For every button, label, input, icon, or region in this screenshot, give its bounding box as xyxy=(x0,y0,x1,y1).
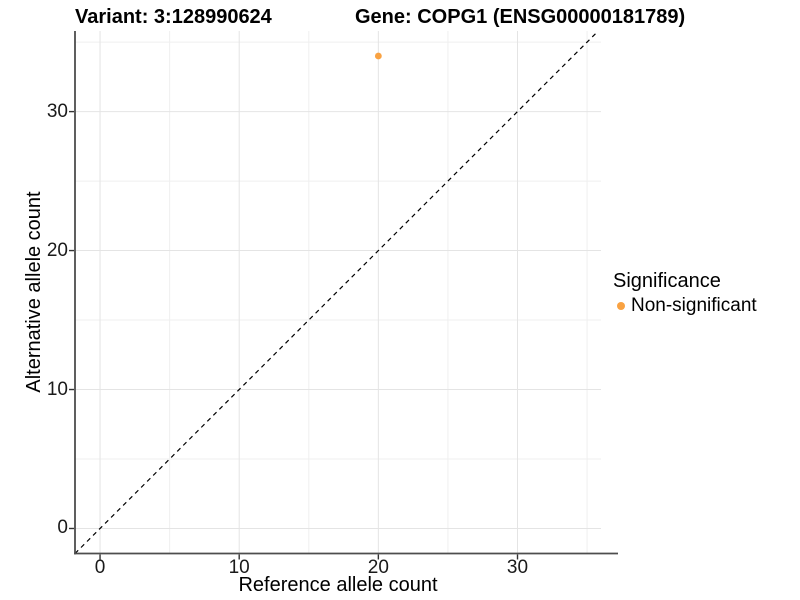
y-tick-label: 10 xyxy=(46,378,68,400)
x-tick-label: 30 xyxy=(506,557,529,578)
variant-title: Variant: 3:128990624 xyxy=(75,6,272,28)
y-axis-title: Alternative allele count xyxy=(23,191,45,393)
y-tick-label: 30 xyxy=(46,100,68,122)
x-tick-label: 20 xyxy=(367,557,389,578)
legend-title: Significance xyxy=(613,270,721,292)
x-tick-label: 0 xyxy=(94,557,106,578)
legend-point-icon xyxy=(617,302,625,310)
y-tick-label: 0 xyxy=(57,517,68,539)
data-point xyxy=(374,52,382,60)
y-tick-label: 20 xyxy=(46,239,68,261)
gene-title: Gene: COPG1 (ENSG00000181789) xyxy=(355,6,686,28)
legend-items: Non-significant xyxy=(613,295,757,317)
identity-reference-line xyxy=(74,30,599,554)
legend-item: Non-significant xyxy=(613,295,757,317)
x-axis-title: Reference allele count xyxy=(238,574,438,596)
x-tick-label: 10 xyxy=(228,557,250,578)
legend: Significance Non-significant xyxy=(613,269,757,317)
legend-item-label: Non-significant xyxy=(631,295,757,316)
